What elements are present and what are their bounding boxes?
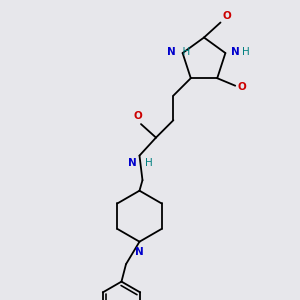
Text: H: H bbox=[145, 158, 153, 168]
Text: N: N bbox=[231, 46, 239, 56]
Text: N: N bbox=[167, 46, 176, 56]
Text: H: H bbox=[242, 46, 250, 56]
Text: N: N bbox=[128, 158, 137, 168]
Text: N: N bbox=[135, 247, 144, 257]
Text: O: O bbox=[134, 111, 142, 121]
Text: H: H bbox=[176, 46, 190, 56]
Text: O: O bbox=[223, 11, 232, 21]
Text: O: O bbox=[238, 82, 246, 92]
